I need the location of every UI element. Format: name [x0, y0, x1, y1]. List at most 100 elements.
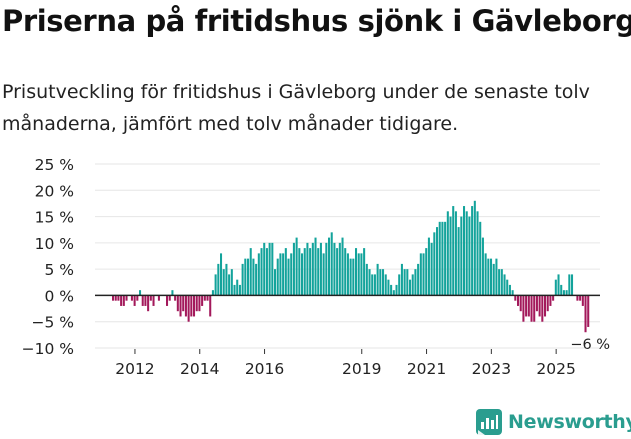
bar — [449, 216, 452, 296]
bar — [495, 258, 498, 296]
bar — [139, 290, 142, 296]
bar — [454, 211, 457, 296]
bar — [473, 200, 476, 296]
bar — [476, 211, 479, 296]
y-tick-label: 5 % — [44, 261, 74, 279]
bar — [190, 295, 193, 317]
bar — [271, 242, 274, 296]
bar — [546, 295, 549, 312]
bar — [195, 295, 198, 312]
bar — [541, 295, 544, 322]
x-tick-label: 2014 — [180, 360, 219, 378]
bar — [247, 258, 250, 296]
bar — [206, 295, 209, 301]
bar — [441, 221, 444, 296]
bar — [508, 284, 511, 296]
bar — [325, 242, 328, 296]
bar — [338, 242, 341, 296]
bar — [498, 269, 501, 296]
bar — [117, 295, 120, 301]
bar — [120, 295, 123, 306]
bar — [438, 221, 441, 296]
bar — [527, 295, 530, 317]
bar — [557, 274, 560, 296]
bar — [525, 295, 528, 317]
bar — [360, 253, 363, 296]
x-tick-label: 2023 — [472, 360, 511, 378]
bar — [533, 295, 536, 322]
y-tick-label: 10 % — [35, 235, 74, 253]
bar — [398, 274, 401, 296]
bar — [306, 242, 309, 296]
y-tick-label: 20 % — [35, 182, 74, 200]
bar — [171, 290, 174, 296]
bar — [365, 263, 368, 296]
bar — [549, 295, 552, 306]
bar — [538, 295, 541, 317]
bar — [460, 216, 463, 296]
brand-name: Newsworthy — [508, 411, 631, 433]
bar — [382, 269, 385, 296]
bar — [379, 269, 382, 296]
bar — [479, 221, 482, 296]
bar — [565, 290, 568, 296]
bar — [581, 295, 584, 306]
bar — [368, 269, 371, 296]
bar — [220, 253, 223, 296]
bar — [233, 284, 236, 296]
bar — [552, 295, 555, 301]
bar — [309, 248, 312, 296]
bar — [276, 258, 279, 296]
bar — [133, 295, 136, 306]
bar — [336, 248, 339, 296]
bar — [376, 263, 379, 296]
x-tick-label: 2016 — [245, 360, 284, 378]
bar — [535, 295, 538, 312]
bar — [265, 248, 268, 296]
bar — [157, 295, 160, 301]
bar — [492, 263, 495, 296]
bar — [373, 274, 376, 296]
bar — [511, 290, 514, 296]
bar — [579, 295, 582, 301]
bar — [430, 242, 433, 296]
bar — [193, 295, 196, 317]
latest-value-annotation: −6 % — [570, 337, 610, 353]
bar — [284, 248, 287, 296]
y-tick-label: −10 % — [22, 340, 74, 358]
brand-footer: Newsworthy — [476, 407, 631, 437]
bar — [122, 295, 125, 306]
bar — [414, 269, 417, 296]
bar — [576, 295, 579, 301]
bar — [452, 206, 455, 296]
bar — [274, 269, 277, 296]
bar — [130, 295, 133, 301]
bar — [384, 274, 387, 296]
x-tick-label: 2012 — [115, 360, 154, 378]
bar — [419, 253, 422, 296]
bar — [587, 295, 590, 327]
bar — [301, 253, 304, 296]
bar — [346, 253, 349, 296]
bar — [201, 295, 204, 306]
bar — [417, 263, 420, 296]
bar — [481, 237, 484, 296]
bar — [562, 290, 565, 296]
bar — [471, 206, 474, 296]
bar — [241, 263, 244, 296]
bar — [506, 279, 509, 296]
bar — [392, 290, 395, 296]
bar — [409, 279, 412, 296]
bar — [279, 253, 282, 296]
bar — [187, 295, 190, 322]
bar — [433, 232, 436, 296]
bar — [311, 242, 314, 296]
bar — [290, 253, 293, 296]
bar — [144, 295, 147, 306]
newsworthy-logo-icon — [476, 409, 502, 435]
bar — [500, 269, 503, 296]
bar — [174, 295, 177, 301]
bar — [422, 253, 425, 296]
bar — [484, 253, 487, 296]
bar — [149, 295, 152, 301]
